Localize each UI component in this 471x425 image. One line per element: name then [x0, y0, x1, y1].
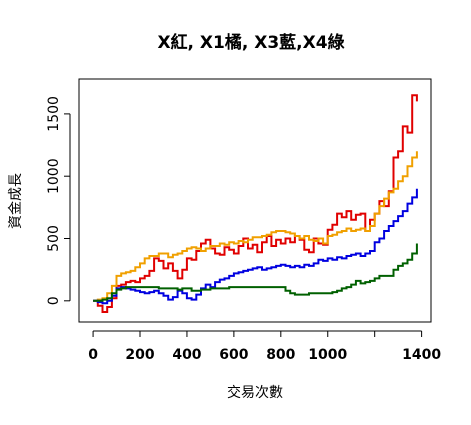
x-axis-label: 交易次數 [227, 384, 283, 401]
series-line-3 [93, 188, 418, 305]
y-axis-label: 資金成長 [8, 173, 24, 229]
x-tick-label: 800 [266, 347, 295, 363]
x-tick-label: 400 [172, 347, 201, 363]
series-line-4 [93, 243, 418, 302]
chart-title: X紅, X1橘, X3藍,X4綠 [157, 32, 345, 53]
y-tick-label: 1000 [46, 158, 62, 194]
y-tick-label: 0 [46, 296, 62, 305]
x-tick-label: 1000 [308, 347, 347, 363]
x-tick-label: 200 [125, 347, 154, 363]
x-axis: 0 200 400 600 800 1000 1400 [88, 330, 441, 363]
y-tick-label: 500 [46, 225, 62, 252]
plot-frame [78, 78, 432, 323]
x-tick-label: 0 [88, 347, 98, 363]
x-tick-label: 1400 [402, 347, 441, 363]
series-layer [93, 94, 418, 313]
x-tick-label: 600 [219, 347, 248, 363]
series-line-2 [93, 151, 418, 302]
y-tick-label: 1500 [46, 96, 62, 132]
y-axis: 0 500 1000 1500 [46, 96, 71, 305]
series-line-1 [93, 94, 418, 313]
